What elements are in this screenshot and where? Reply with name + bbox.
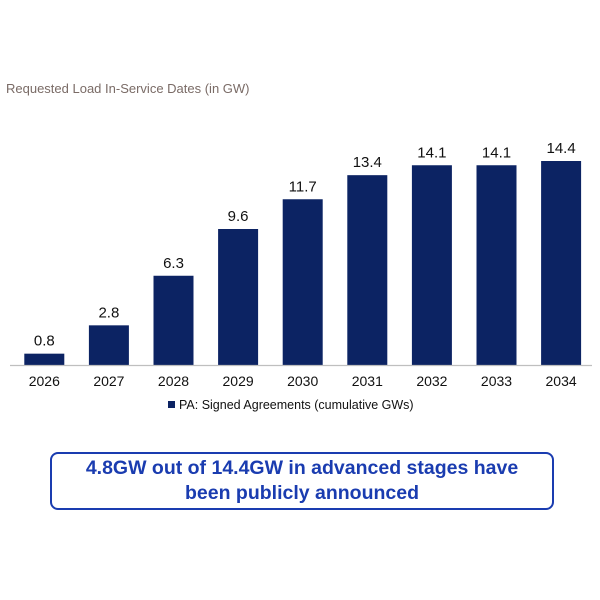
x-tick-label: 2029	[223, 373, 254, 389]
data-label: 9.6	[228, 208, 249, 225]
x-tick-label: 2031	[352, 373, 383, 389]
bar-2028	[153, 275, 194, 365]
bar-2026	[24, 353, 65, 365]
legend-swatch	[168, 401, 175, 408]
data-label: 0.8	[34, 333, 55, 350]
data-label: 14.1	[482, 144, 511, 161]
x-tick-label: 2026	[29, 373, 60, 389]
x-tick-label: 2034	[546, 373, 577, 389]
bar-2030	[282, 199, 323, 365]
x-tick-label: 2030	[287, 373, 318, 389]
callout-box: 4.8GW out of 14.4GW in advanced stages h…	[50, 452, 554, 510]
data-label: 14.4	[546, 140, 575, 157]
bar-chart: 0.8 2026 2.8 2027 6.3 2028 9.6 2029 11.7 2030 13.4…	[10, 140, 592, 412]
bar-2029	[218, 229, 259, 365]
legend-label: PA: Signed Agreements (cumulative GWs)	[179, 398, 414, 412]
bar-2033	[476, 165, 517, 365]
data-label: 11.7	[289, 178, 317, 195]
data-label: 2.8	[98, 304, 119, 321]
bar-2032	[411, 165, 452, 365]
data-label: 14.1	[417, 144, 446, 161]
chart-title: Requested Load In-Service Dates (in GW)	[6, 81, 250, 96]
x-tick-label: 2028	[158, 373, 189, 389]
x-tick-label: 2027	[93, 373, 124, 389]
x-tick-label: 2033	[481, 373, 512, 389]
bar-2034	[541, 161, 582, 365]
data-label: 13.4	[353, 154, 382, 171]
data-label: 6.3	[163, 255, 184, 272]
bar-2031	[347, 175, 388, 365]
x-tick-label: 2032	[416, 373, 447, 389]
bar-2027	[88, 325, 129, 365]
